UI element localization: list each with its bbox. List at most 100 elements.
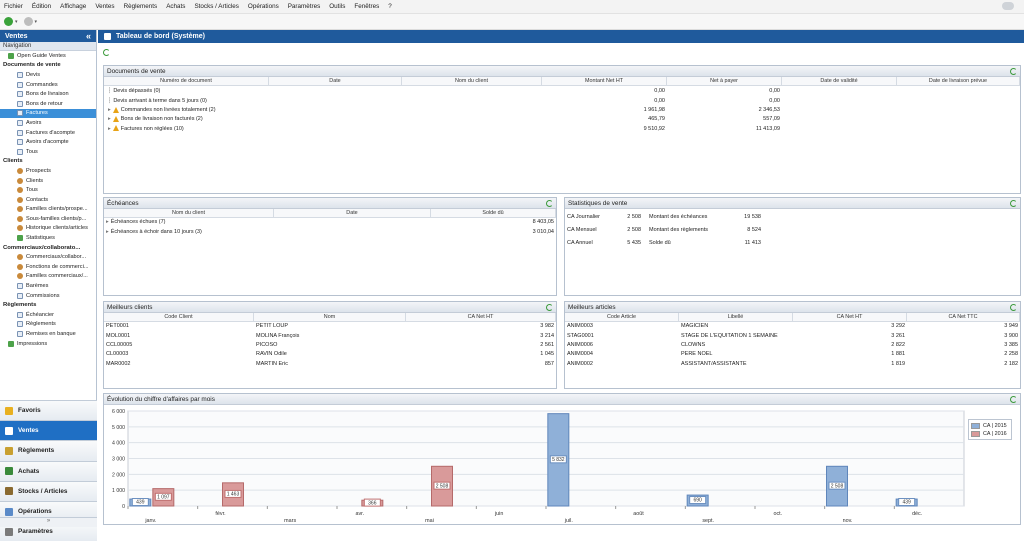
column-header[interactable]: Nom du client xyxy=(104,209,274,217)
column-header[interactable]: Date de validité xyxy=(782,77,897,85)
menu-item[interactable]: Fichier xyxy=(4,3,23,10)
table-row[interactable]: MAR0002 MARTIN Eric 857 xyxy=(104,360,556,369)
menu-item[interactable]: Outils xyxy=(329,3,346,10)
table-row[interactable]: ANIM0004 PERE NOEL 1 881 2 258 xyxy=(565,350,1020,359)
table-row[interactable]: ▸ Commandes non livrées totalement (2) 1 9… xyxy=(104,106,1020,115)
column-header[interactable]: Numéro de document xyxy=(104,77,269,85)
menu-item[interactable]: Paramètres xyxy=(287,3,321,10)
column-header[interactable]: Montant Net HT xyxy=(542,77,667,85)
expand-icon[interactable]: ▸ xyxy=(108,116,111,123)
column-header[interactable]: Date xyxy=(269,77,402,85)
column-header[interactable]: Code Article xyxy=(565,313,679,321)
nav-item[interactable]: Bons de retour xyxy=(0,99,96,109)
refresh-icon[interactable] xyxy=(1010,68,1017,75)
nav-item[interactable]: Règlements xyxy=(0,320,96,330)
sidebar-footer-expand[interactable]: » xyxy=(0,517,97,527)
nav-item[interactable]: Open Guide Ventes xyxy=(0,51,96,61)
refresh-icon[interactable] xyxy=(1010,200,1017,207)
nav-item[interactable]: Commerciaux/collabor... xyxy=(0,252,96,262)
table-row[interactable]: ANIM0003 MAGICIEN 3 292 3 949 xyxy=(565,322,1020,331)
table-row[interactable]: ▸ Bons de livraison non facturés (2) 465,7… xyxy=(104,115,1020,124)
column-header[interactable]: Date xyxy=(274,209,431,217)
expand-icon[interactable]: ┆ xyxy=(108,97,112,104)
refresh-icon[interactable] xyxy=(1010,396,1017,403)
nav-item[interactable]: Avoirs d'acompte xyxy=(0,137,96,147)
module-button[interactable]: Favoris xyxy=(0,400,97,421)
table-row[interactable]: ANIM0006 CLOWNS 2 822 3 385 xyxy=(565,341,1020,350)
back-icon[interactable] xyxy=(23,17,33,26)
table-row[interactable]: ANIM0002 ASSISTANT/ASSISTANTE 1 819 2 182 xyxy=(565,360,1020,369)
nav-item[interactable]: Échéancier xyxy=(0,310,96,320)
column-header[interactable]: CA Net HT xyxy=(406,313,556,321)
legend-item[interactable]: CA | 2015 xyxy=(971,422,1009,430)
table-row[interactable]: CCL00005 PICOSO 2 561 xyxy=(104,341,556,350)
table-row[interactable]: STAG0001 STAGE DE L'EQUITATION 1 SEMAINE 3… xyxy=(565,331,1020,340)
menu-item[interactable]: Règlements xyxy=(123,3,158,10)
nav-item[interactable]: Familles clients/prospe... xyxy=(0,205,96,215)
column-header[interactable]: Nom xyxy=(254,313,406,321)
expand-icon[interactable]: ▸ xyxy=(106,219,109,226)
nav-item[interactable]: Factures d'acompte xyxy=(0,128,96,138)
nav-item[interactable]: Commandes xyxy=(0,80,96,90)
module-button[interactable]: Achats xyxy=(0,460,97,481)
menu-item[interactable]: Affichage xyxy=(60,3,87,10)
nav-item[interactable]: Statistiques xyxy=(0,233,96,243)
nav-item[interactable]: Clients xyxy=(0,176,96,186)
column-header[interactable]: Net à payer xyxy=(667,77,782,85)
menu-item[interactable]: Stocks / Articles xyxy=(194,3,239,10)
refresh-icon[interactable] xyxy=(546,304,553,311)
nav-item[interactable]: Sous-familles clients/p... xyxy=(0,214,96,224)
table-row[interactable]: ┆ Devis arrivant à terme dans 5 jours (0)… xyxy=(104,96,1020,105)
expand-icon[interactable]: ▸ xyxy=(108,106,111,113)
legend-item[interactable]: CA | 2016 xyxy=(971,430,1009,438)
table-row[interactable]: ┆ Devis dépassés (0) 0,00 0,00 xyxy=(104,87,1020,96)
column-header[interactable]: CA Net HT xyxy=(793,313,907,321)
refresh-icon[interactable] xyxy=(546,200,553,207)
menu-item[interactable]: Fenêtres xyxy=(354,3,380,10)
nav-item[interactable]: Tous xyxy=(0,147,96,157)
table-row[interactable]: ▸ Factures non réglées (10) 9 510,92 11 413… xyxy=(104,125,1020,134)
column-header[interactable]: CA Net TTC xyxy=(907,313,1020,321)
menu-item[interactable]: Édition xyxy=(31,3,52,10)
nav-item[interactable]: Contacts xyxy=(0,195,96,205)
refresh-icon[interactable] xyxy=(103,49,110,56)
nav-item[interactable]: Remises en banque xyxy=(0,329,96,339)
expand-icon[interactable]: ▸ xyxy=(106,228,109,235)
refresh-icon[interactable] xyxy=(1010,304,1017,311)
table-row[interactable]: CL00003 RAVIN Odile 1 045 xyxy=(104,350,556,359)
nav-item[interactable]: Tous xyxy=(0,185,96,195)
menu-item[interactable]: Achats xyxy=(166,3,186,10)
nav-item[interactable]: Bons de livraison xyxy=(0,89,96,99)
expand-icon[interactable]: ┆ xyxy=(108,88,112,95)
nav-item[interactable]: Familles commerciaux/... xyxy=(0,272,96,282)
new-icon[interactable] xyxy=(4,17,13,26)
nav-item[interactable]: Avoirs xyxy=(0,118,96,128)
chevron-down-icon[interactable]: ▾ xyxy=(15,18,18,25)
nav-item[interactable]: Fonctions de commerci... xyxy=(0,262,96,272)
nav-item[interactable]: Prospects xyxy=(0,166,96,176)
column-header[interactable]: Date de livraison prévue xyxy=(897,77,1020,85)
nav-item[interactable]: Factures xyxy=(0,108,96,119)
module-button[interactable]: Stocks / Articles xyxy=(0,480,97,501)
column-header[interactable]: Nom du client xyxy=(402,77,542,85)
table-row[interactable]: ▸ Échéances échues (7) 8 403,05 xyxy=(104,218,556,227)
column-header[interactable]: Code Client xyxy=(104,313,254,321)
menu-item[interactable]: Ventes xyxy=(95,3,115,10)
menu-item[interactable]: ? xyxy=(388,3,392,10)
table-row[interactable]: MOL0001 MOLINA François 3 214 xyxy=(104,331,556,340)
nav-item[interactable]: Barèmes xyxy=(0,281,96,291)
table-row[interactable]: ▸ Échéances à échoir dans 10 jours (3) 3 0… xyxy=(104,227,556,236)
chevron-down-icon[interactable]: ▾ xyxy=(34,18,38,25)
column-header[interactable]: Libellé xyxy=(679,313,793,321)
cloud-icon[interactable] xyxy=(1002,2,1014,10)
nav-item[interactable]: Impressions xyxy=(0,339,96,349)
module-button[interactable]: Opérations xyxy=(0,500,97,522)
collapse-icon[interactable]: « xyxy=(85,31,91,41)
menu-item[interactable]: Opérations xyxy=(247,3,279,10)
nav-item[interactable]: Devis xyxy=(0,70,96,80)
expand-icon[interactable]: ▸ xyxy=(108,125,111,132)
table-row[interactable]: PET0001 PETIT LOUP 3 982 xyxy=(104,322,556,331)
module-button[interactable]: Règlements xyxy=(0,440,97,461)
nav-item[interactable]: Historique clients/articles xyxy=(0,224,96,234)
column-header[interactable]: Solde dû xyxy=(431,209,556,217)
